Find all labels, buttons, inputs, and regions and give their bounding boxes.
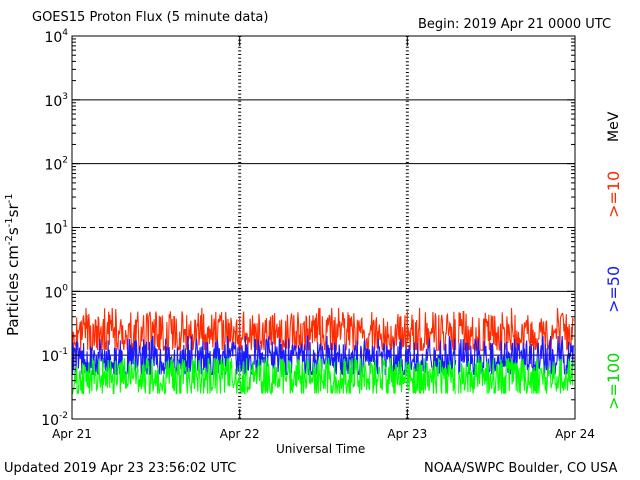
y-tick-labels: 10-2 10-1 100 101 102 103 104 xyxy=(41,28,68,429)
chart-title: GOES15 Proton Flux (5 minute data) xyxy=(32,10,269,25)
y-axis-label-sr: sr xyxy=(4,203,22,218)
y-axis-label-text: Particles cm xyxy=(4,245,22,336)
begin-timestamp: Begin: 2019 Apr 21 0000 UTC xyxy=(418,17,612,32)
day-divider-ticks xyxy=(238,36,409,419)
legend-ge50: >=50 xyxy=(604,265,623,313)
legend-ge100: >=100 xyxy=(604,352,623,410)
updated-timestamp: Updated 2019 Apr 23 23:56:02 UTC xyxy=(4,461,237,476)
y-tick-label: 101 xyxy=(44,220,68,238)
x-axis-label: Universal Time xyxy=(276,442,366,456)
y-tick-label: 100 xyxy=(44,283,68,301)
y-tick-label: 10-2 xyxy=(41,411,68,429)
x-tick-label: Apr 22 xyxy=(220,427,260,441)
axis-ticks xyxy=(71,36,576,420)
y-tick-label: 102 xyxy=(44,156,68,174)
y-axis-label: Particles cm-2s-1sr-1 xyxy=(4,193,22,336)
series-lines xyxy=(71,307,574,396)
legend-ge10: >=10 xyxy=(604,170,623,218)
unit-label: MeV xyxy=(606,111,622,142)
y-tick-label: 104 xyxy=(44,28,68,46)
x-tick-label: Apr 24 xyxy=(555,427,595,441)
y-axis-label-exp1: -2 xyxy=(4,235,15,246)
y-tick-label: 10-1 xyxy=(41,347,68,365)
x-tick-label: Apr 23 xyxy=(387,427,427,441)
credit-line: NOAA/SWPC Boulder, CO USA xyxy=(424,461,618,476)
y-axis-label-exp3: -1 xyxy=(4,193,15,204)
y-axis-label-s: s xyxy=(4,227,22,236)
series-line-ge100 xyxy=(72,356,574,396)
y-tick-label: 103 xyxy=(44,92,68,110)
series-line-ge10 xyxy=(71,307,574,353)
x-tick-labels: Apr 21 Apr 22 Apr 23 Apr 24 xyxy=(52,427,595,441)
y-axis-label-exp2: -1 xyxy=(4,217,15,228)
x-tick-label: Apr 21 xyxy=(52,427,92,441)
